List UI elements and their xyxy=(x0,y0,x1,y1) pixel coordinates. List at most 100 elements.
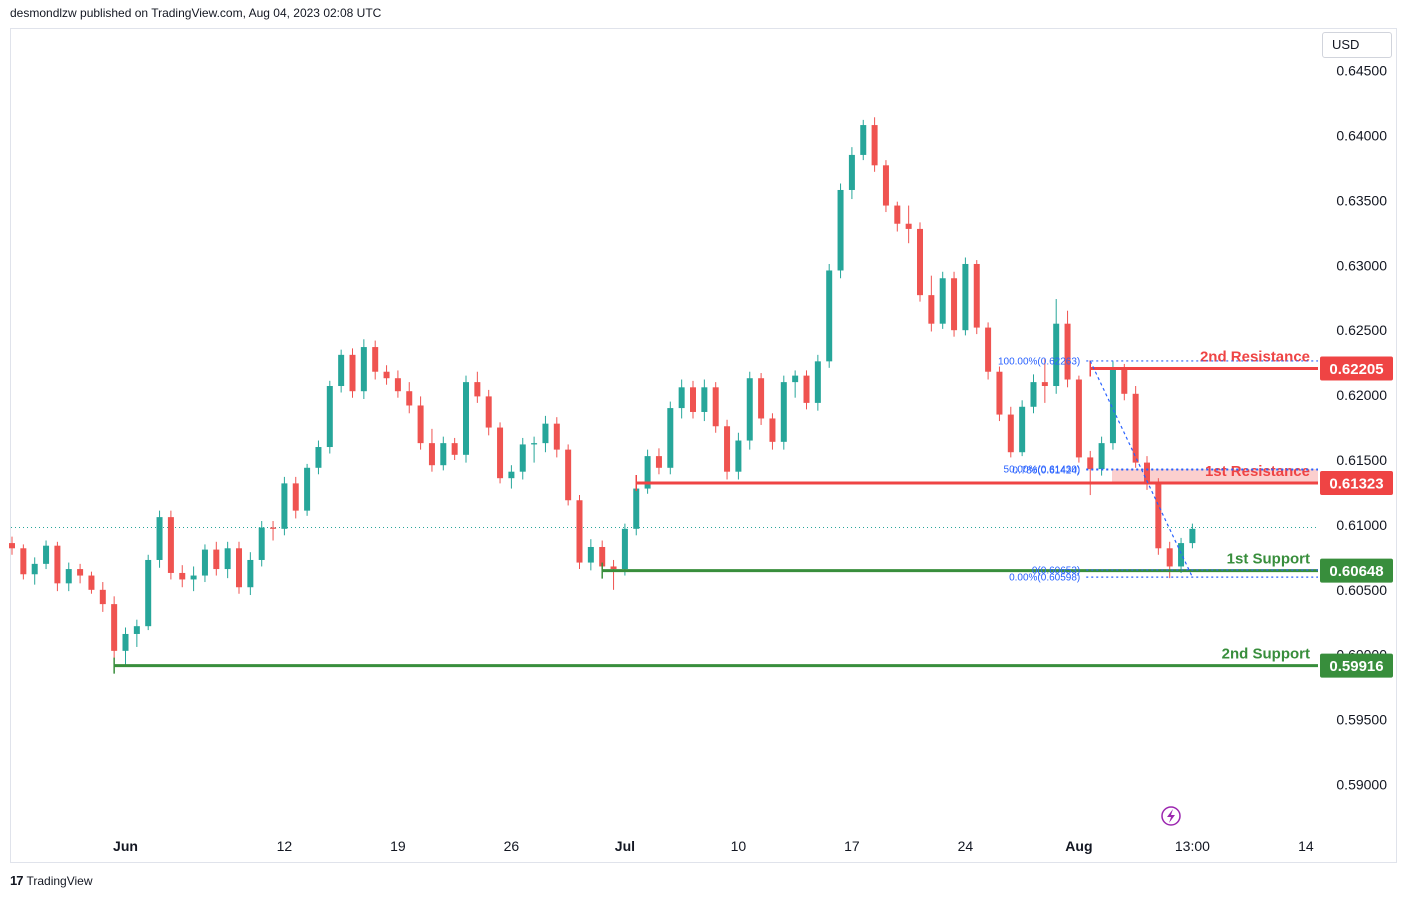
candle-body xyxy=(213,549,220,570)
candle-body xyxy=(837,189,844,271)
candle-body xyxy=(644,456,651,489)
candle-body xyxy=(1053,323,1060,387)
y-tick-label: 0.64500 xyxy=(1336,63,1387,79)
candle-body xyxy=(360,347,367,392)
candle-body xyxy=(99,589,106,605)
candle-body xyxy=(576,500,583,563)
level-name: 2nd Support xyxy=(1222,646,1310,663)
candle-body xyxy=(1121,369,1128,394)
candle-body xyxy=(43,545,50,564)
candle-body xyxy=(451,443,458,455)
candle-body xyxy=(780,382,787,442)
fib-level-label: 0.00%(0.60598) xyxy=(1009,573,1080,584)
fibonacci-layer: 100.00%(0.62263) 0.786(0.61424)50.00%(0.6… xyxy=(998,356,1318,584)
candle-body xyxy=(860,125,867,155)
candle-body xyxy=(65,569,72,584)
candle-body xyxy=(315,447,322,468)
candle-body xyxy=(440,443,447,466)
candle-body xyxy=(814,361,821,403)
candle-body xyxy=(394,378,401,392)
candle-body xyxy=(485,396,492,428)
candle-body xyxy=(190,575,197,580)
candle-body xyxy=(758,378,765,419)
candle-body xyxy=(542,423,549,444)
level-price-tag xyxy=(1320,470,1393,495)
candle-body xyxy=(77,569,84,576)
level-labels-layer: 0.62205 0.61323 0.60648 0.59916 xyxy=(1320,356,1393,678)
candle-body xyxy=(531,443,538,445)
footer-branding[interactable]: 17 TradingView xyxy=(10,873,93,888)
candle-body xyxy=(497,427,504,479)
levels-layer: 2nd Resistance 1st Resistance 1st Support 2… xyxy=(113,348,1318,674)
level-price-tag xyxy=(1320,653,1393,678)
candle-body xyxy=(1098,443,1105,470)
level-price-text: 0.61323 xyxy=(1329,475,1383,492)
lightning-icon[interactable] xyxy=(1161,806,1181,826)
candle-body xyxy=(939,278,946,324)
candle-body xyxy=(678,387,685,409)
y-tick-label: 0.62000 xyxy=(1336,387,1387,403)
candle-body xyxy=(508,471,515,479)
y-tick-label: 0.64000 xyxy=(1336,127,1387,143)
candle-body xyxy=(1075,379,1082,458)
candle-body xyxy=(655,456,662,468)
candle-body xyxy=(882,165,889,206)
candle-body xyxy=(1041,382,1048,387)
candle-body xyxy=(985,327,992,372)
candle-body xyxy=(667,408,674,468)
candle-body xyxy=(690,387,696,412)
brand-name: TradingView xyxy=(26,873,93,888)
candles-layer xyxy=(9,117,1196,667)
candle-body xyxy=(224,548,231,570)
candle-body xyxy=(1155,483,1162,549)
fib-level-label: 0(0.60653) xyxy=(1032,565,1080,576)
candle-body xyxy=(565,449,572,501)
candle-body xyxy=(167,517,174,573)
candle-body xyxy=(701,387,708,412)
candle-body xyxy=(54,545,61,584)
candle-body xyxy=(519,444,526,472)
candle-body xyxy=(1030,382,1037,407)
candle-body xyxy=(292,483,299,511)
candle-body xyxy=(803,375,810,403)
x-tick-label: 10 xyxy=(731,838,747,854)
candle-body xyxy=(20,548,27,575)
tradingview-logo-icon: 17 xyxy=(10,873,24,888)
candle-body xyxy=(973,263,980,328)
x-tick-label: 17 xyxy=(844,838,860,854)
currency-selector[interactable]: USD xyxy=(1322,32,1392,58)
level-price-tag xyxy=(1320,356,1393,381)
chart-frame xyxy=(10,28,1397,863)
x-tick-label: 19 xyxy=(390,838,406,854)
level-price-text: 0.59916 xyxy=(1329,658,1383,675)
candle-body xyxy=(31,563,38,575)
candle-body xyxy=(111,604,118,651)
candle-body xyxy=(372,347,379,372)
candle-body xyxy=(383,371,390,379)
x-tick-label: Aug xyxy=(1065,838,1092,854)
candle-body xyxy=(1189,528,1196,544)
level-name: 1st Support xyxy=(1227,551,1310,568)
candle-body xyxy=(848,154,855,190)
candle-body xyxy=(133,626,140,634)
level-name: 1st Resistance xyxy=(1205,463,1310,480)
candle-body xyxy=(962,263,969,331)
candle-body xyxy=(1132,393,1139,463)
candle-body xyxy=(270,527,277,529)
candle-body xyxy=(905,223,912,229)
x-tick-label: 24 xyxy=(958,838,974,854)
y-tick-label: 0.62500 xyxy=(1336,322,1387,338)
candle-body xyxy=(474,382,481,397)
candle-body xyxy=(326,386,333,448)
candle-body xyxy=(996,371,1003,415)
fib-level-label: 50.00%(0.61430) xyxy=(1004,465,1081,476)
candle-body xyxy=(1019,406,1026,453)
y-tick-label: 0.59500 xyxy=(1336,712,1387,728)
candle-body xyxy=(1109,369,1116,444)
y-tick-label: 0.63000 xyxy=(1336,257,1387,273)
candle-body xyxy=(599,546,606,567)
candle-body xyxy=(871,125,878,166)
publication-header: desmondlzw published on TradingView.com,… xyxy=(10,6,382,20)
candle-body xyxy=(553,423,560,450)
